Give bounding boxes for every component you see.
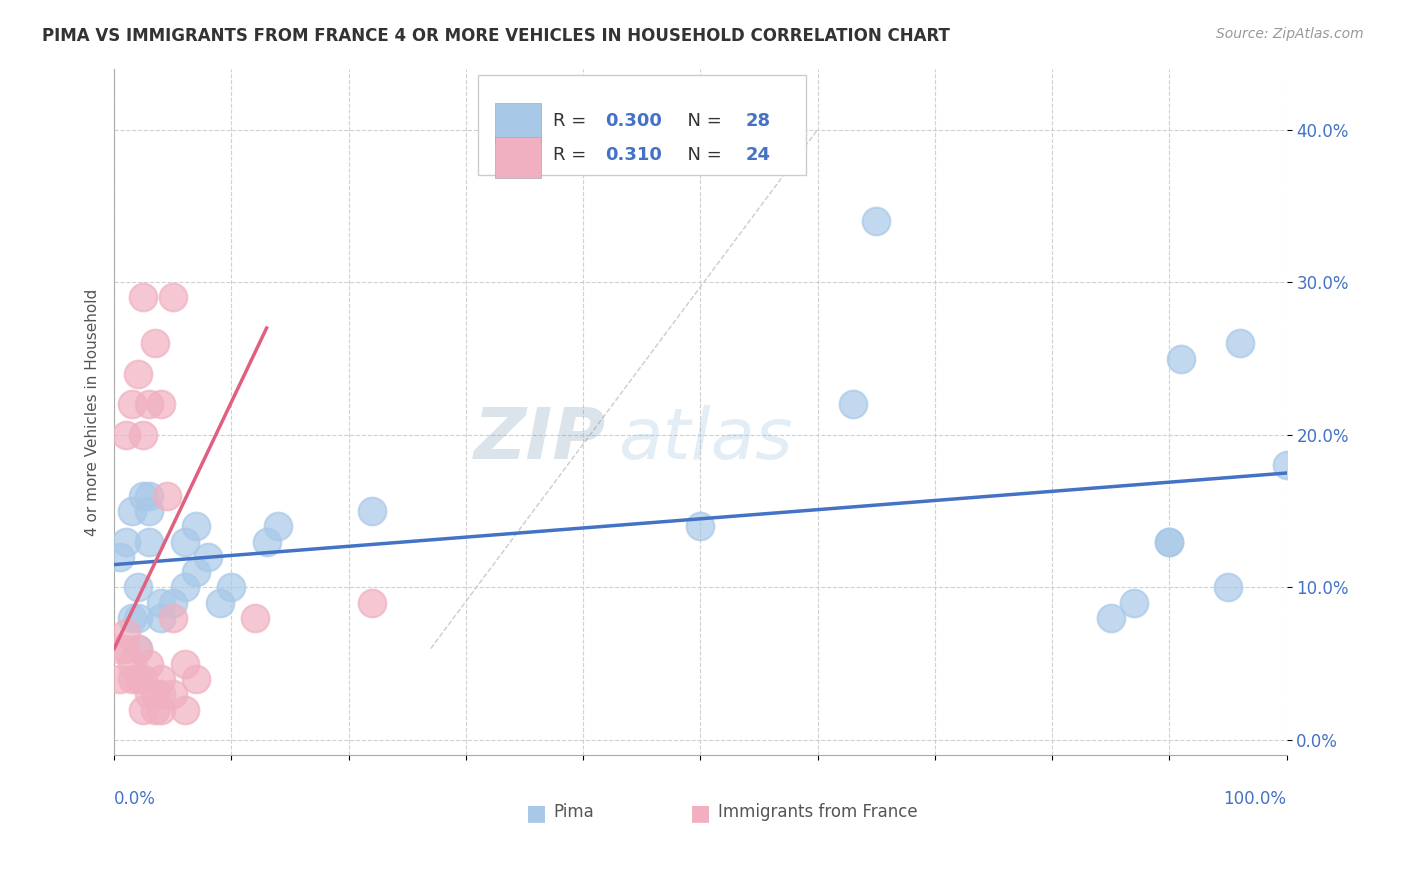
Point xyxy=(361,504,384,518)
Point xyxy=(267,519,290,533)
Point xyxy=(173,581,195,595)
FancyBboxPatch shape xyxy=(495,103,541,144)
Point xyxy=(127,641,149,656)
Text: 0.0%: 0.0% xyxy=(114,789,156,808)
Point xyxy=(127,611,149,625)
Point xyxy=(162,596,184,610)
Point xyxy=(108,672,131,686)
Point xyxy=(1123,596,1146,610)
Point xyxy=(138,534,160,549)
Text: PIMA VS IMMIGRANTS FROM FRANCE 4 OR MORE VEHICLES IN HOUSEHOLD CORRELATION CHART: PIMA VS IMMIGRANTS FROM FRANCE 4 OR MORE… xyxy=(42,27,950,45)
Point xyxy=(127,672,149,686)
Point xyxy=(243,611,266,625)
Point xyxy=(162,290,184,304)
Point xyxy=(150,703,173,717)
FancyBboxPatch shape xyxy=(495,137,541,178)
Point xyxy=(361,596,384,610)
Point xyxy=(842,397,865,411)
Point xyxy=(121,657,143,671)
Point xyxy=(1275,458,1298,473)
Point xyxy=(162,611,184,625)
Point xyxy=(115,428,138,442)
Point xyxy=(173,703,195,717)
Text: R =: R = xyxy=(553,112,592,129)
Text: N =: N = xyxy=(676,146,727,164)
Point xyxy=(1159,534,1181,549)
Point xyxy=(1159,534,1181,549)
Point xyxy=(108,549,131,564)
Point xyxy=(208,596,231,610)
Point xyxy=(138,504,160,518)
Text: 28: 28 xyxy=(747,112,772,129)
Point xyxy=(1099,611,1122,625)
Point xyxy=(865,214,887,228)
Point xyxy=(150,596,173,610)
Point xyxy=(1229,336,1251,351)
Point xyxy=(138,397,160,411)
Point xyxy=(115,641,138,656)
Point xyxy=(186,672,208,686)
Point xyxy=(1170,351,1192,366)
Text: Pima: Pima xyxy=(554,804,595,822)
Y-axis label: 4 or more Vehicles in Household: 4 or more Vehicles in Household xyxy=(86,288,100,535)
Point xyxy=(121,611,143,625)
Point xyxy=(132,428,155,442)
FancyBboxPatch shape xyxy=(478,76,806,175)
Point xyxy=(143,336,166,351)
Point xyxy=(186,566,208,580)
Point xyxy=(121,397,143,411)
Text: 100.0%: 100.0% xyxy=(1223,789,1286,808)
Point xyxy=(150,687,173,701)
Point xyxy=(121,672,143,686)
Point xyxy=(143,687,166,701)
Point xyxy=(132,703,155,717)
Point xyxy=(1216,581,1239,595)
Text: 0.300: 0.300 xyxy=(606,112,662,129)
Point xyxy=(150,397,173,411)
Text: ■: ■ xyxy=(526,804,547,823)
Point xyxy=(127,641,149,656)
Point xyxy=(121,504,143,518)
Text: 24: 24 xyxy=(747,146,770,164)
Text: R =: R = xyxy=(553,146,592,164)
Point xyxy=(689,519,711,533)
Text: N =: N = xyxy=(676,112,727,129)
Point xyxy=(108,641,131,656)
Text: Immigrants from France: Immigrants from France xyxy=(718,804,918,822)
Text: ZIP: ZIP xyxy=(474,405,606,474)
Point xyxy=(115,626,138,640)
Point xyxy=(132,290,155,304)
Point xyxy=(221,581,243,595)
Point xyxy=(138,489,160,503)
Text: ■: ■ xyxy=(690,804,711,823)
Point xyxy=(173,534,195,549)
Point xyxy=(138,657,160,671)
Point xyxy=(186,519,208,533)
Text: 0.310: 0.310 xyxy=(606,146,662,164)
Point xyxy=(162,687,184,701)
Text: atlas: atlas xyxy=(619,405,793,474)
Point xyxy=(138,687,160,701)
Point xyxy=(132,672,155,686)
Point xyxy=(150,611,173,625)
Point xyxy=(156,489,179,503)
Point xyxy=(173,657,195,671)
Point xyxy=(127,367,149,381)
Point xyxy=(127,581,149,595)
Text: Source: ZipAtlas.com: Source: ZipAtlas.com xyxy=(1216,27,1364,41)
Point xyxy=(150,672,173,686)
Point xyxy=(143,703,166,717)
Point xyxy=(132,489,155,503)
Point xyxy=(197,549,219,564)
Point xyxy=(115,534,138,549)
Point xyxy=(256,534,278,549)
